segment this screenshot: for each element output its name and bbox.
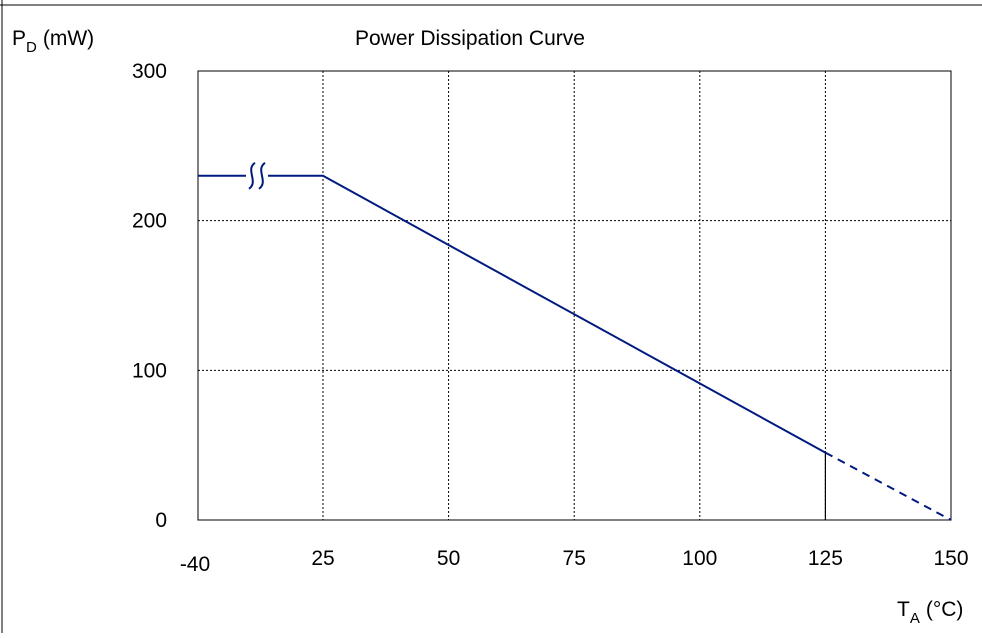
axis-break-squiggle (248, 161, 256, 190)
x-tick-label: 100 (682, 547, 717, 570)
y-axis-label-sub: D (26, 39, 37, 56)
y-tick-label: 200 (132, 210, 167, 233)
x-tick-label: 75 (563, 547, 586, 570)
derating-line (198, 174, 826, 454)
x-tick-label: 150 (933, 547, 968, 570)
x-axis-label-sub: A (910, 610, 920, 627)
series-group (198, 174, 952, 521)
derating-line-extrapolated (824, 451, 952, 521)
axis-break-symbol (246, 161, 268, 190)
y-tick-label: 100 (132, 359, 167, 382)
y-tick-label: 300 (132, 60, 167, 83)
plot-area (197, 70, 952, 521)
axis-break-squiggle (258, 161, 266, 190)
y-tick-label: 0 (155, 509, 167, 532)
x-tick-label: -40 (180, 553, 210, 576)
grid (198, 71, 951, 520)
x-axis-label-unit: (°C) (926, 598, 964, 621)
x-axis-label: TA (°C) (897, 598, 963, 627)
y-axis-label-unit: (mW) (43, 27, 94, 50)
chart-title: Power Dissipation Curve (355, 27, 585, 50)
x-tick-labels: -40 25 50 75 100 125 150 (180, 547, 969, 576)
y-axis-label: PD (mW) (12, 27, 94, 56)
axis-break-gap (246, 163, 268, 188)
x-tick-label: 125 (808, 547, 843, 570)
y-tick-labels: 0 100 200 300 (132, 60, 167, 532)
x-axis-label-main: T (897, 598, 910, 621)
x-tick-label: 50 (437, 547, 460, 570)
x-tick-label: 25 (311, 547, 334, 570)
y-axis-label-main: P (12, 27, 26, 50)
